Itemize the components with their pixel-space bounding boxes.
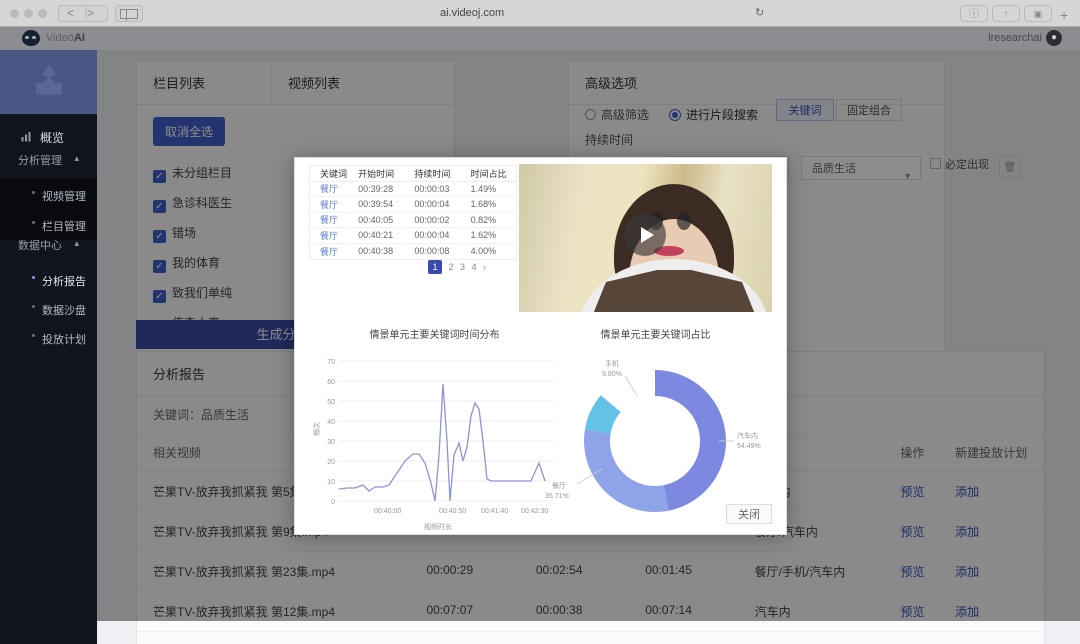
svg-text:35.71%: 35.71% [545,493,569,500]
svg-text:视频时长: 视频时长 [424,522,452,531]
svg-text:30: 30 [327,439,335,446]
svg-text:0: 0 [331,499,335,506]
svg-text:汽车内: 汽车内 [737,431,758,440]
svg-text:手机: 手机 [605,359,619,368]
svg-text:10: 10 [327,479,335,486]
svg-text:00:41:40: 00:41:40 [481,508,508,515]
svg-text:20: 20 [327,459,335,466]
svg-text:60: 60 [327,379,335,386]
svg-text:频次: 频次 [312,422,321,436]
svg-text:50: 50 [327,399,335,406]
svg-text:餐厅: 餐厅 [552,481,566,490]
svg-text:00:40:00: 00:40:00 [374,508,401,515]
svg-text:40: 40 [327,419,335,426]
svg-text:9.80%: 9.80% [602,371,622,378]
svg-text:00:40:50: 00:40:50 [439,508,466,515]
svg-text:70: 70 [327,359,335,366]
svg-text:54.49%: 54.49% [737,443,761,450]
